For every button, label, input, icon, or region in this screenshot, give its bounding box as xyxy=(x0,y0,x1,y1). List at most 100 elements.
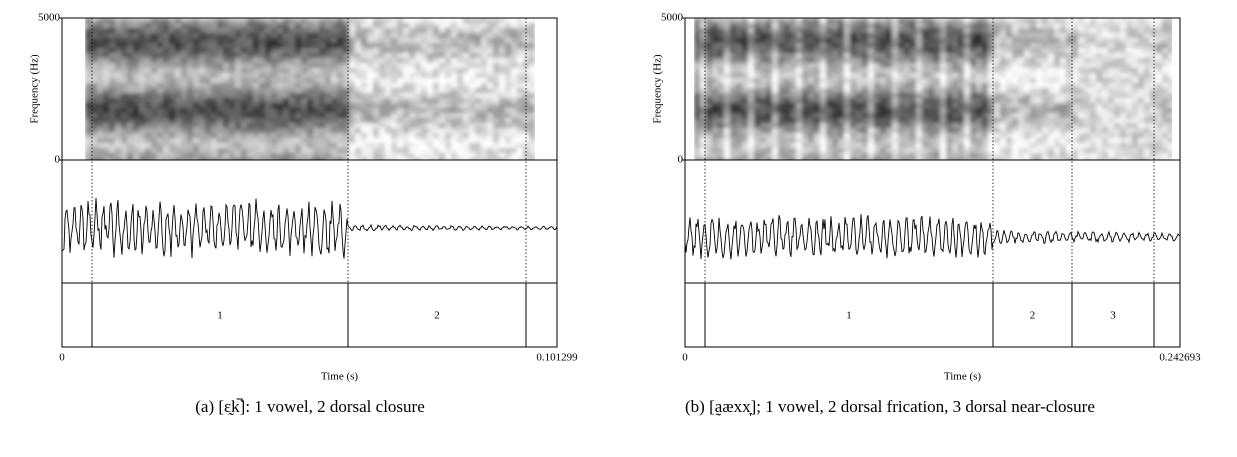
spectrogram-cell xyxy=(1168,128,1175,134)
spectrogram-cell xyxy=(1132,78,1139,84)
spectrogram-cell xyxy=(694,148,701,154)
spectrogram-cell xyxy=(343,68,350,74)
spectrogram-cell xyxy=(898,38,905,44)
spectrogram-cell xyxy=(499,48,506,54)
spectrogram-cell xyxy=(85,73,92,79)
spectrogram-cell xyxy=(169,128,176,134)
spectrogram-cell xyxy=(529,58,536,64)
spectrogram-cell xyxy=(433,113,440,119)
spectrogram-cell xyxy=(205,48,212,54)
spectrogram-cell xyxy=(277,83,284,89)
spectrogram-cell xyxy=(1144,158,1151,164)
spectrogram-cell xyxy=(289,93,296,99)
spectrogram-cell xyxy=(277,158,284,164)
spectrogram-cell xyxy=(970,148,977,154)
spectrogram-cell xyxy=(748,113,755,119)
spectrogram-cell xyxy=(115,43,122,49)
spectrogram-cell xyxy=(211,143,218,149)
spectrogram-cell xyxy=(505,88,512,94)
spectrogram-cell xyxy=(295,118,302,124)
spectrogram-cell xyxy=(1036,153,1043,159)
spectrogram-cell xyxy=(790,23,797,29)
spectrogram-cell xyxy=(790,133,797,139)
spectrogram-cell xyxy=(403,58,410,64)
spectrogram-cell xyxy=(910,98,917,104)
spectrogram-cell xyxy=(1072,133,1079,139)
spectrogram-cell xyxy=(217,88,224,94)
spectrogram-cell xyxy=(1120,83,1127,89)
spectrogram-cell xyxy=(463,28,470,34)
spectrogram-cell xyxy=(151,63,158,69)
spectrogram-cell xyxy=(844,143,851,149)
spectrogram-cell xyxy=(808,113,815,119)
spectrogram-cell xyxy=(391,83,398,89)
spectrogram-cell xyxy=(397,43,404,49)
spectrogram-cell xyxy=(301,58,308,64)
spectrogram-cell xyxy=(1102,18,1109,24)
spectrogram-cell xyxy=(1144,48,1151,54)
spectrogram-cell xyxy=(127,153,134,159)
spectrogram-cell xyxy=(337,63,344,69)
spectrogram-cell xyxy=(277,103,284,109)
spectrogram-cell xyxy=(1156,43,1163,49)
spectrogram-cell xyxy=(1012,123,1019,129)
spectrogram-cell xyxy=(505,63,512,69)
spectrogram-cell xyxy=(928,98,935,104)
spectrogram-cell xyxy=(115,108,122,114)
spectrogram-cell xyxy=(253,48,260,54)
spectrogram-cell xyxy=(331,128,338,134)
spectrogram-cell xyxy=(229,18,236,24)
spectrogram-cell xyxy=(940,43,947,49)
spectrogram-cell xyxy=(898,43,905,49)
spectrogram-cell xyxy=(910,18,917,24)
spectrogram-cell xyxy=(988,123,995,129)
spectrogram-cell xyxy=(295,63,302,69)
spectrogram-cell xyxy=(1102,143,1109,149)
spectrogram-cell xyxy=(493,43,500,49)
spectrogram-cell xyxy=(778,58,785,64)
spectrogram-cell xyxy=(139,18,146,24)
spectrogram-cell xyxy=(145,18,152,24)
spectrogram-cell xyxy=(319,133,326,139)
spectrogram-cell xyxy=(1132,138,1139,144)
spectrogram-cell xyxy=(133,93,140,99)
spectrogram-cell xyxy=(1120,23,1127,29)
spectrogram-cell xyxy=(157,23,164,29)
spectrogram-cell xyxy=(217,63,224,69)
spectrogram-cell xyxy=(880,78,887,84)
spectrogram-cell xyxy=(718,138,725,144)
spectrogram-cell xyxy=(934,28,941,34)
spectrogram-cell xyxy=(1066,53,1073,59)
spectrogram-cell xyxy=(427,88,434,94)
spectrogram-cell xyxy=(205,63,212,69)
spectrogram-cell xyxy=(217,118,224,124)
spectrogram-cell xyxy=(265,53,272,59)
spectrogram-cell xyxy=(181,33,188,39)
spectrogram-cell xyxy=(325,43,332,49)
spectrogram-cell xyxy=(988,133,995,139)
spectrogram-cell xyxy=(319,18,326,24)
spectrogram-cell xyxy=(295,93,302,99)
spectrogram-cell xyxy=(1114,128,1121,134)
spectrogram-cell xyxy=(415,153,422,159)
spectrogram-cell xyxy=(892,133,899,139)
spectrogram-cell xyxy=(307,133,314,139)
spectrogram-cell xyxy=(451,48,458,54)
spectrogram-cell xyxy=(1150,148,1157,154)
spectrogram-cell xyxy=(844,43,851,49)
spectrogram-cell xyxy=(886,78,893,84)
spectrogram-cell xyxy=(187,153,194,159)
spectrogram-cell xyxy=(121,38,128,44)
spectrogram-cell xyxy=(175,83,182,89)
spectrogram-cell xyxy=(1090,18,1097,24)
spectrogram-cell xyxy=(1090,133,1097,139)
spectrogram-cell xyxy=(880,158,887,164)
spectrogram-cell xyxy=(1144,58,1151,64)
spectrogram-cell xyxy=(151,133,158,139)
spectrogram-cell xyxy=(271,73,278,79)
spectrogram-cell xyxy=(283,28,290,34)
spectrogram-cell xyxy=(409,78,416,84)
spectrogram-cell xyxy=(463,48,470,54)
spectrogram-cell xyxy=(754,138,761,144)
spectrogram-cell xyxy=(1030,103,1037,109)
